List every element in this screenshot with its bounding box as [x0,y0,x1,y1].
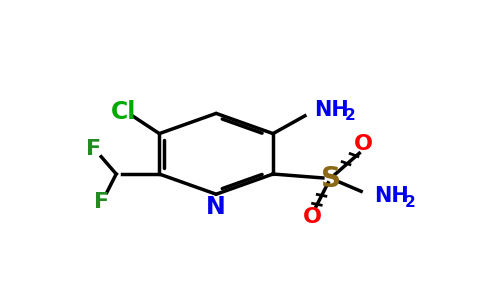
Text: N: N [206,195,226,219]
Text: 2: 2 [345,108,356,123]
Text: S: S [321,165,341,193]
Text: O: O [303,207,322,227]
Text: NH: NH [314,100,349,121]
Text: O: O [353,134,373,154]
Text: Cl: Cl [111,100,136,124]
Text: F: F [86,139,101,159]
Text: NH: NH [374,186,409,206]
Text: 2: 2 [405,195,416,210]
Text: F: F [93,192,109,212]
